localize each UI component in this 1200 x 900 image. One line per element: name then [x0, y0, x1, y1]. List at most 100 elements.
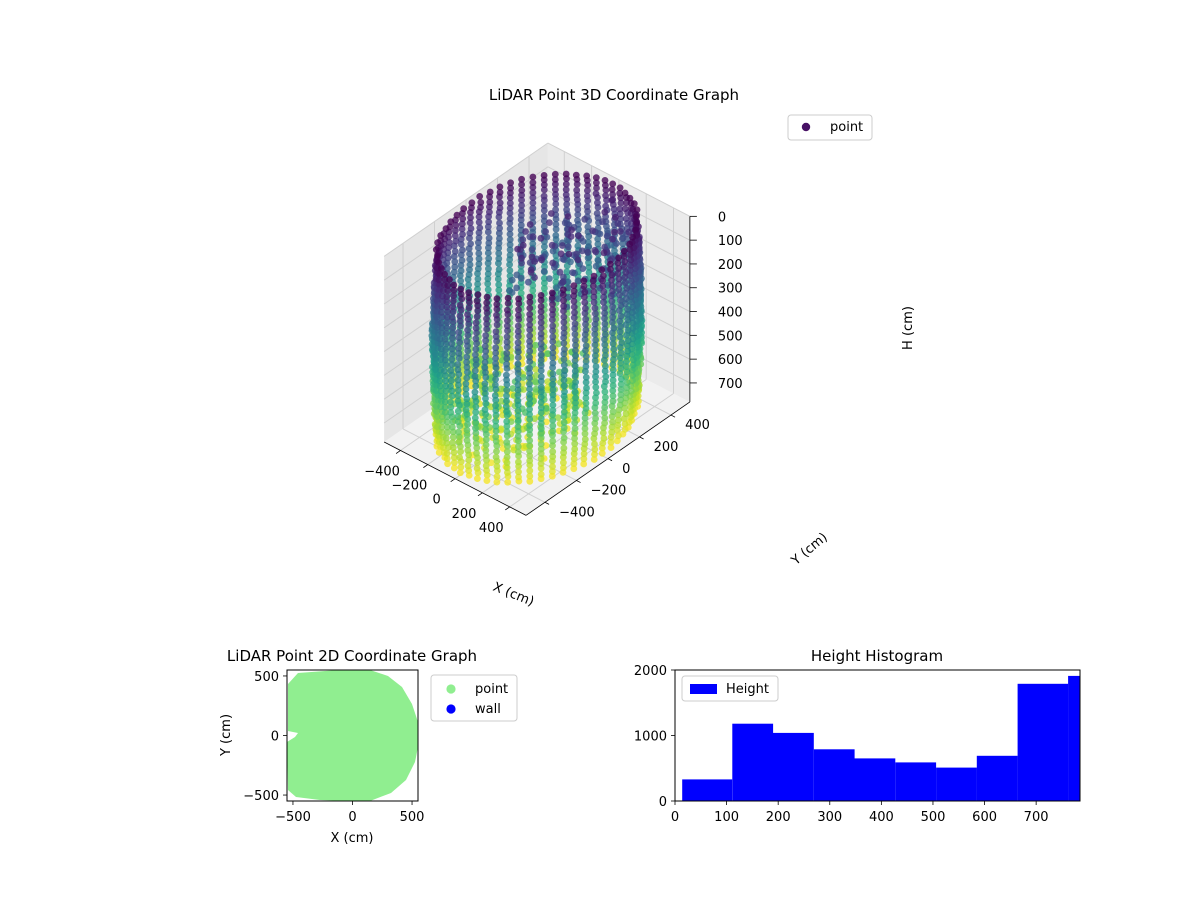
data-point [592, 315, 600, 323]
data-point [442, 346, 450, 353]
data-point [508, 276, 516, 284]
data-point [549, 375, 557, 383]
data-point [526, 447, 533, 455]
data-point [441, 403, 449, 411]
data-point [582, 353, 590, 360]
data-point [544, 350, 551, 358]
data-point [602, 192, 609, 200]
data-point [612, 213, 619, 221]
data-point [537, 308, 545, 315]
data-point [466, 250, 473, 258]
data-point [601, 304, 608, 312]
data-point [438, 308, 445, 316]
data-point [572, 336, 579, 344]
data-point [552, 273, 560, 281]
data-point [529, 199, 537, 207]
data-point [624, 337, 632, 345]
data-point [593, 210, 601, 217]
data-point [474, 275, 482, 283]
data-point [549, 437, 557, 445]
data-point [514, 386, 522, 394]
data-point [484, 223, 492, 231]
data-point [580, 455, 588, 463]
data-point [442, 434, 450, 442]
data-point [601, 409, 608, 416]
data-point [441, 335, 449, 343]
data-point [591, 330, 599, 338]
data-point [583, 203, 591, 211]
data-point [600, 298, 607, 306]
data-point [443, 293, 451, 300]
data-point [572, 394, 579, 402]
data-point [513, 284, 521, 292]
data-point [493, 478, 501, 486]
data-point [471, 414, 479, 422]
data-point [472, 361, 480, 369]
data-point [592, 399, 600, 407]
data-point [474, 280, 481, 288]
data-point [492, 427, 500, 435]
data-point [537, 330, 545, 338]
data-point [451, 248, 459, 255]
data-point [481, 406, 489, 414]
data-point [482, 400, 490, 407]
data-point [467, 225, 475, 232]
data-point [443, 298, 451, 306]
data-point [607, 265, 614, 273]
data-point [571, 425, 579, 432]
data-point [463, 437, 471, 444]
data-point [573, 180, 581, 188]
data-point [519, 241, 527, 249]
data-point [579, 265, 587, 272]
data-point [471, 388, 479, 396]
data-point [455, 428, 462, 436]
data-point [503, 392, 510, 400]
data-point [468, 204, 475, 212]
data-point [620, 263, 628, 271]
data-point [569, 269, 576, 276]
x-tick [423, 464, 429, 468]
data-point [482, 390, 489, 397]
data-point [572, 171, 580, 179]
data-point [541, 284, 548, 292]
data-point [602, 362, 609, 370]
histogram-bar [895, 762, 937, 801]
data-point [484, 270, 492, 278]
data-point [607, 444, 615, 451]
data-point [455, 381, 462, 389]
data-point [549, 463, 556, 470]
data-point [560, 297, 567, 305]
data-point [575, 232, 582, 240]
data-point [475, 260, 483, 268]
data-point [632, 213, 640, 221]
data-point [506, 230, 514, 238]
data-point [620, 247, 628, 255]
data-point [433, 313, 441, 321]
legend-swatch-height [690, 684, 717, 694]
data-point [584, 254, 592, 262]
data-point [615, 286, 623, 293]
data-point [560, 324, 568, 332]
data-point [448, 361, 456, 368]
data-point [450, 286, 458, 294]
data-point [618, 375, 625, 383]
data-point [574, 242, 582, 250]
data-point [537, 445, 545, 453]
data-point [540, 181, 548, 189]
data-point [466, 234, 473, 242]
data-point [515, 473, 522, 481]
data-point [444, 287, 452, 294]
data-point [592, 352, 599, 359]
plot2d-point-region [287, 670, 418, 801]
data-point [549, 306, 556, 314]
data-point [472, 408, 480, 416]
data-point [537, 383, 545, 391]
y-tick-label: −500 [243, 789, 279, 804]
data-point [472, 351, 479, 359]
data-point [582, 320, 589, 328]
data-point [514, 344, 522, 352]
data-point [599, 282, 607, 290]
data-point [562, 186, 570, 194]
data-point [463, 374, 471, 382]
data-point [616, 333, 624, 341]
